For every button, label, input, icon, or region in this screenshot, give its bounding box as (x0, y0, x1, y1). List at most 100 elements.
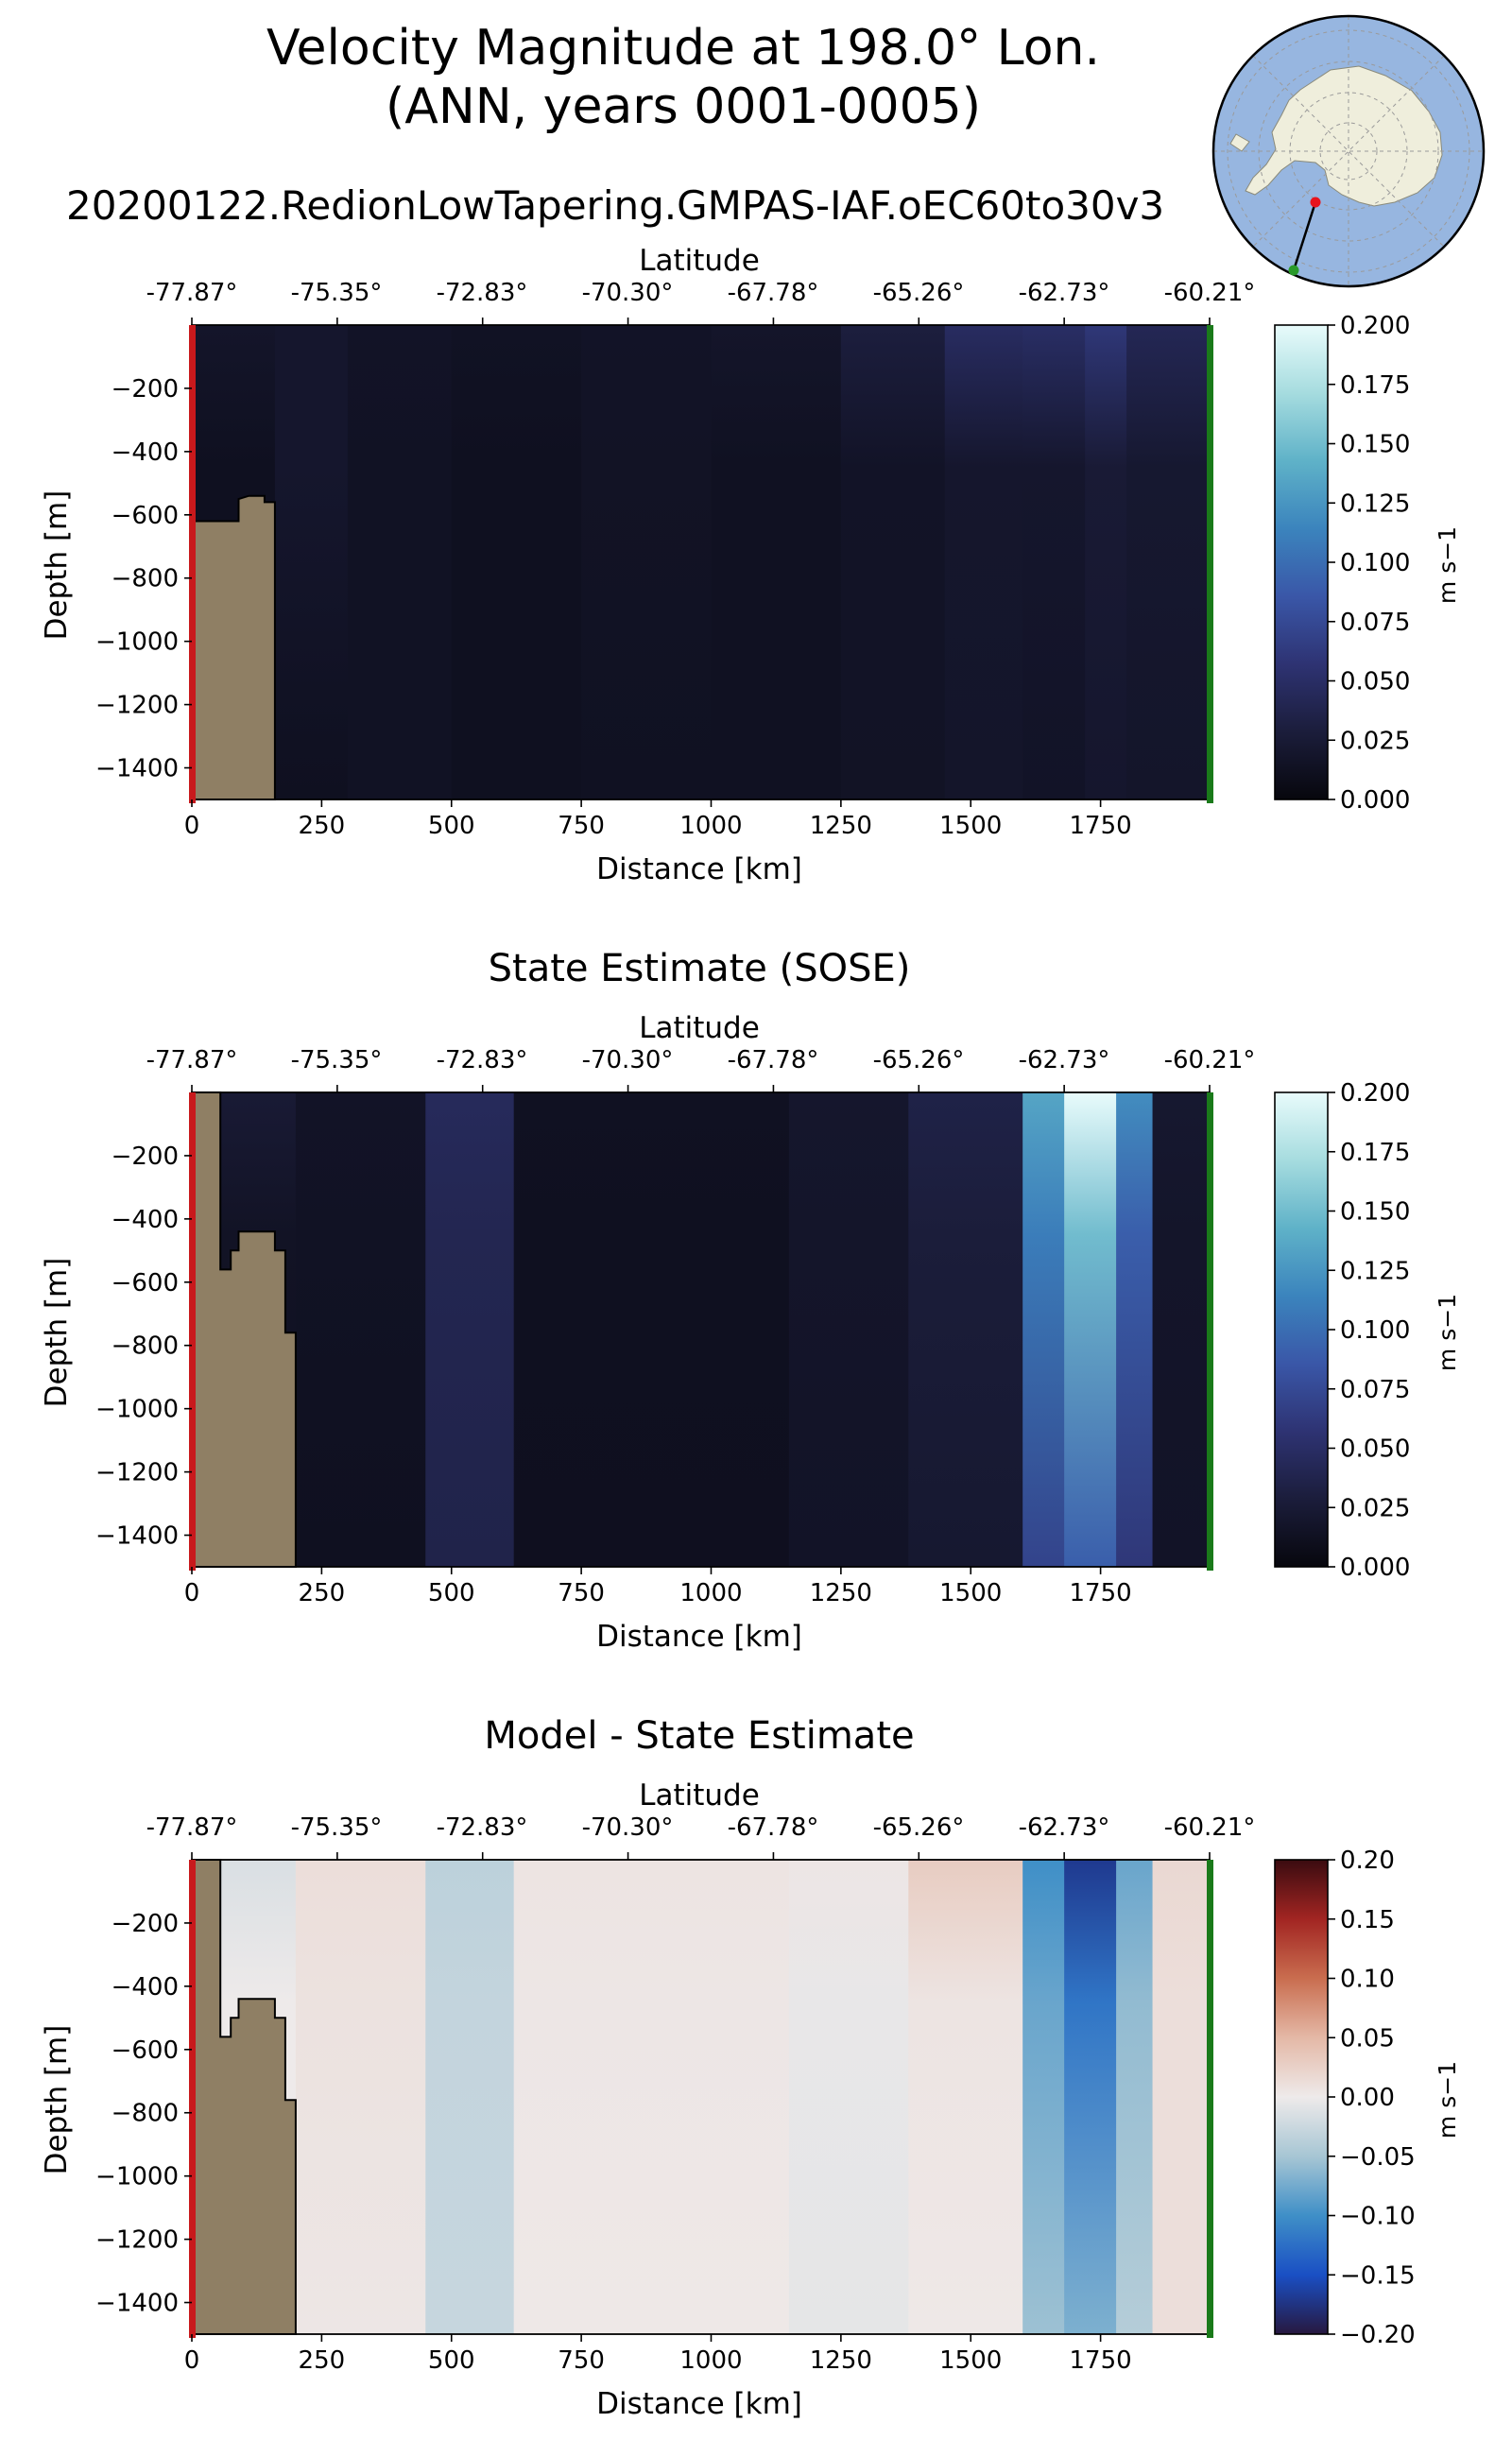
colorbar-tick-label: 0.10 (1340, 1966, 1395, 1994)
transect-end-line (1207, 325, 1213, 803)
lat-tick-label: -72.83° (437, 279, 528, 307)
field-column (513, 1092, 790, 1567)
y-axis-label: Depth [m] (40, 1258, 74, 1408)
field-column (1022, 1860, 1065, 2334)
land-mask (191, 1091, 297, 1568)
y-tick-label: −800 (112, 1332, 179, 1361)
colorbar-tick-label: 0.050 (1340, 668, 1410, 696)
colorbar-tick-label: 0.125 (1340, 490, 1410, 518)
plot-axes: 0 250 500 750 1000 1250 1500 1750 −200 −400 −600 −8… (95, 1852, 1213, 2375)
colorbar-tick-label: 0.00 (1340, 2084, 1395, 2112)
field-column (1152, 1860, 1211, 2334)
colorbar-tick-label: 0.100 (1340, 1316, 1410, 1345)
y-tick-label: −1400 (95, 755, 179, 783)
field-column (295, 1860, 426, 2334)
x-tick-label: 1250 (810, 2346, 872, 2375)
colorbar-tick-label: −0.10 (1340, 2203, 1416, 2231)
colorbar-gradient (1274, 324, 1329, 800)
colorbar-tick-label: 0.025 (1340, 727, 1410, 755)
lat-tick-label: -77.87° (146, 279, 238, 307)
colorbar-tick-label: 0.05 (1340, 2024, 1395, 2053)
x-axis-label: Distance [km] (596, 1620, 802, 1654)
field-column (295, 1092, 426, 1567)
colorbar-tick-label: 0.125 (1340, 1257, 1410, 1285)
field-column (908, 1860, 1023, 2334)
field-column (1022, 1092, 1065, 1567)
field-column (1064, 1092, 1117, 1567)
transect-end-marker (1288, 265, 1299, 276)
colorbar: 0.000 0.025 0.050 0.075 0.100 0.125 0.150 0.175… (1274, 312, 1410, 815)
field-column (1085, 325, 1127, 799)
panel-difference: Model - State Estimate Latitude -77.87° … (40, 1714, 1461, 2421)
y-tick-label: −1400 (95, 2290, 179, 2318)
land-mask (191, 1859, 297, 2335)
colorbar-tick-label: 0.20 (1340, 1847, 1395, 1875)
land-polygon (191, 1859, 297, 2335)
colorbar-gradient (1274, 1091, 1329, 1568)
colorbar-tick-label: 0.000 (1340, 1554, 1410, 1582)
field-column (1116, 1092, 1154, 1567)
lat-tick-label: -60.21° (1164, 279, 1256, 307)
transect-start-line (189, 1092, 196, 1571)
x-tick-label: 1750 (1070, 2346, 1132, 2375)
y-tick-label: −600 (112, 502, 179, 530)
y-tick-label: −200 (112, 1143, 179, 1171)
x-tick-label: 250 (299, 2346, 346, 2375)
x-tick-label: 1250 (810, 1579, 872, 1607)
lat-tick-label: -67.78° (728, 279, 819, 307)
field-column (347, 325, 453, 799)
plot-axes: 0 250 500 750 1000 1250 1500 1750 −200 −400 −600 −8… (95, 1085, 1213, 1607)
panel-title: State Estimate (SOSE) (489, 947, 911, 990)
y-tick-label: −400 (112, 1973, 179, 2002)
transect-end-line (1207, 1092, 1213, 1571)
field-column (513, 1860, 790, 2334)
colorbar-tick-label: 0.175 (1340, 371, 1410, 400)
lat-tick-label: -77.87° (146, 1046, 238, 1074)
colorbar-gradient (1274, 1859, 1329, 2335)
lat-tick-label: -75.35° (291, 1813, 383, 1842)
x-tick-label: 1000 (679, 2346, 742, 2375)
figure-title-line1: Velocity Magnitude at 198.0° Lon. (266, 20, 1100, 77)
colorbar-label: m s−1 (1434, 1294, 1461, 1371)
latitude-axis-label: Latitude (639, 1778, 760, 1813)
x-tick-label: 500 (428, 2346, 475, 2375)
latitude-axis-label: Latitude (639, 244, 760, 278)
y-tick-label: −200 (112, 1910, 179, 1938)
lat-tick-label: -65.26° (873, 1813, 965, 1842)
field-column (840, 325, 946, 799)
x-tick-label: 0 (184, 1579, 200, 1607)
field-column (451, 325, 582, 799)
x-tick-label: 750 (558, 2346, 605, 2375)
y-axis-label: Depth [m] (40, 2025, 74, 2175)
lat-tick-label: -70.30° (582, 1813, 674, 1842)
lat-tick-label: -75.35° (291, 1046, 383, 1074)
field-column (581, 325, 713, 799)
colorbar-tick-label: −0.05 (1340, 2143, 1416, 2172)
x-axis-label: Distance [km] (596, 852, 802, 886)
lat-tick-label: -70.30° (582, 1046, 674, 1074)
plot-axes: 0 250 500 750 1000 1250 1500 1750 −200 −400 −600 −8… (95, 318, 1213, 840)
field-column (1116, 1860, 1154, 2334)
x-tick-label: 500 (428, 812, 475, 840)
y-tick-label: −400 (112, 438, 179, 467)
y-tick-label: −1400 (95, 1522, 179, 1551)
y-tick-label: −1200 (95, 1459, 179, 1487)
x-tick-label: 750 (558, 812, 605, 840)
lat-tick-label: -72.83° (437, 1046, 528, 1074)
x-tick-label: 0 (184, 812, 200, 840)
x-tick-label: 250 (299, 1579, 346, 1607)
field-column (711, 325, 842, 799)
x-tick-label: 250 (299, 812, 346, 840)
transect-start-marker (1310, 197, 1321, 208)
colorbar-tick-label: 0.150 (1340, 1198, 1410, 1227)
colorbar-tick-label: 0.200 (1340, 312, 1410, 340)
transect-end-line (1207, 1860, 1213, 2338)
y-tick-label: −800 (112, 565, 179, 593)
y-tick-label: −1000 (95, 628, 179, 657)
panel-model: Latitude -77.87° -75.35° -72.83° -70.30°… (40, 244, 1461, 886)
lat-tick-label: -70.30° (582, 279, 674, 307)
x-tick-label: 1500 (939, 2346, 1002, 2375)
colorbar-tick-label: 0.150 (1340, 431, 1410, 459)
lat-tick-label: -67.78° (728, 1813, 819, 1842)
land-polygon (191, 494, 276, 800)
